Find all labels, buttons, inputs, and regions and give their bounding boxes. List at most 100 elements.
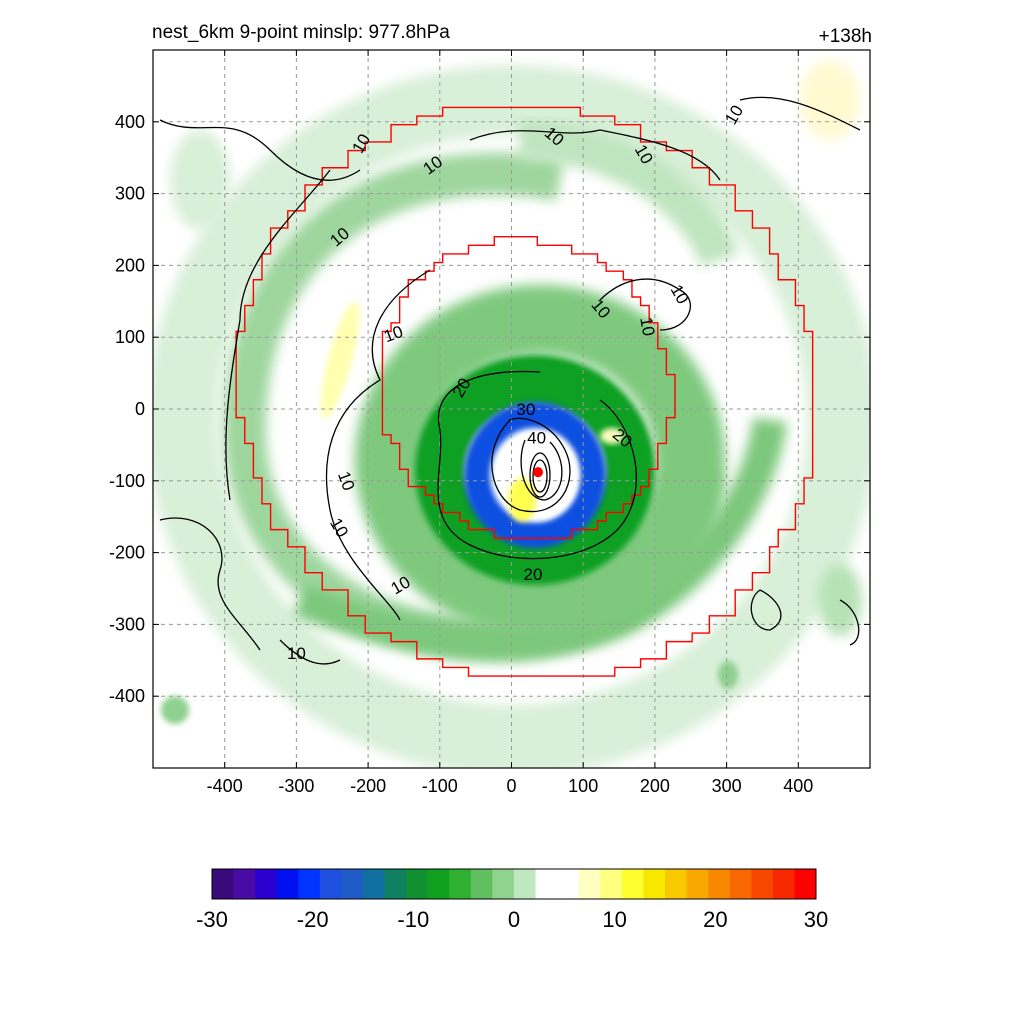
contour-label: 40 bbox=[527, 429, 546, 448]
colorbar-cell bbox=[708, 869, 731, 899]
colorbar-cell bbox=[772, 869, 795, 899]
colorbar-cell bbox=[298, 869, 321, 899]
contour-lines bbox=[159, 96, 861, 665]
contour-10-west bbox=[325, 269, 431, 621]
x-tick-label: -400 bbox=[207, 776, 243, 796]
colorbar-cell bbox=[470, 869, 493, 899]
nw-green-patch bbox=[170, 130, 230, 230]
colorbar-tick-label: 10 bbox=[602, 907, 626, 932]
contour-30 bbox=[491, 417, 571, 513]
colorbar-cell bbox=[535, 869, 558, 899]
x-tick-label: 400 bbox=[783, 776, 813, 796]
colorbar-cells bbox=[212, 869, 817, 899]
sw-green-patch bbox=[161, 696, 189, 724]
se-green-patch bbox=[718, 661, 738, 689]
colorbar-cell bbox=[621, 869, 644, 899]
contour-label: 30 bbox=[516, 400, 535, 419]
y-tick-label: -100 bbox=[109, 471, 145, 491]
contour-20 bbox=[437, 370, 637, 560]
colorbar-tick-label: -30 bbox=[196, 907, 228, 932]
colorbar-cell bbox=[319, 869, 342, 899]
colorbar-cell bbox=[427, 869, 450, 899]
x-tick-label: -100 bbox=[422, 776, 458, 796]
ne-yellow-patch bbox=[800, 60, 860, 140]
colorbar-cell bbox=[341, 869, 364, 899]
y-tick-label: 0 bbox=[135, 399, 145, 419]
colorbar-cell bbox=[384, 869, 407, 899]
colorbar-tick-label: -10 bbox=[397, 907, 429, 932]
contour-10-e bbox=[839, 599, 860, 646]
colorbar-cell bbox=[363, 869, 386, 899]
wind-shading bbox=[153, 60, 870, 768]
colorbar-frame bbox=[211, 868, 817, 900]
southern-spiral-band bbox=[293, 417, 787, 659]
y-axis: 400 300 200 100 0 -100 -200 -300 -400 bbox=[109, 112, 870, 706]
colorbar-tick-labels: -30 -20 -10 0 10 20 30 bbox=[196, 907, 828, 932]
x-tick-label: 0 bbox=[506, 776, 516, 796]
colorbar-cell bbox=[643, 869, 666, 899]
contour-label: 10 bbox=[287, 644, 306, 663]
colorbar-cell bbox=[406, 869, 429, 899]
eyewall-blue bbox=[464, 402, 606, 548]
y-tick-label: 100 bbox=[115, 327, 145, 347]
colorbar-cell bbox=[665, 869, 688, 899]
y-tick-label: -400 bbox=[109, 686, 145, 706]
colorbar-tick-label: 30 bbox=[804, 907, 828, 932]
forecast-hour-label: +138h bbox=[818, 26, 872, 47]
colorbar-cell bbox=[276, 869, 299, 899]
x-tick-label: 300 bbox=[712, 776, 742, 796]
colorbar-cell bbox=[514, 869, 537, 899]
outer-nest-boundary bbox=[235, 106, 814, 677]
contour-40 bbox=[520, 439, 563, 501]
colorbar-cell bbox=[600, 869, 623, 899]
colorbar-tick-label: -20 bbox=[297, 907, 329, 932]
y-tick-label: -300 bbox=[109, 614, 145, 634]
contour-10-nw bbox=[225, 169, 331, 501]
contour-10-se bbox=[750, 589, 782, 631]
y-tick-label: 300 bbox=[115, 184, 145, 204]
plot-title: nest_6km 9-point minslp: 977.8hPa bbox=[152, 22, 450, 43]
colorbar-cell bbox=[751, 869, 774, 899]
western-yellow-streak bbox=[320, 301, 360, 419]
colorbar-cell bbox=[794, 869, 817, 899]
colorbar-cell bbox=[255, 869, 278, 899]
colorbar-cell bbox=[449, 869, 472, 899]
colorbar-cell bbox=[578, 869, 601, 899]
colorbar-cell bbox=[729, 869, 752, 899]
contour-10-north-a bbox=[159, 119, 361, 182]
colorbar-cell bbox=[686, 869, 709, 899]
inner-ring-light bbox=[355, 285, 725, 635]
y-tick-label: -200 bbox=[109, 543, 145, 563]
northeast-yellow-patch bbox=[600, 428, 624, 444]
contour-label: 10 bbox=[636, 316, 658, 338]
x-tick-label: 200 bbox=[640, 776, 670, 796]
y-tick-label: 400 bbox=[115, 112, 145, 132]
x-tick-label: -300 bbox=[278, 776, 314, 796]
storm-center-marker bbox=[533, 467, 544, 478]
y-tick-label: 200 bbox=[115, 255, 145, 275]
colorbar-cell bbox=[233, 869, 256, 899]
contour-10-s bbox=[279, 639, 341, 665]
contour-10-north-b bbox=[469, 129, 721, 181]
eye-yellow-patch bbox=[508, 478, 536, 522]
x-axis: -400 -300 -200 -100 0 100 200 300 400 bbox=[207, 50, 813, 796]
contour-inner-2 bbox=[532, 459, 548, 493]
contour-10-far-ne bbox=[739, 96, 861, 131]
colorbar-cell bbox=[557, 869, 580, 899]
colorbar-cell bbox=[212, 869, 235, 899]
inner-nest-boundary bbox=[381, 235, 676, 539]
nest-boxes bbox=[235, 106, 814, 677]
northern-band bbox=[519, 120, 739, 268]
x-tick-label: 100 bbox=[568, 776, 598, 796]
contour-10-sw bbox=[159, 517, 261, 651]
colorbar-cell bbox=[492, 869, 515, 899]
colorbar: -30 -20 -10 0 10 20 30 bbox=[196, 868, 828, 932]
contour-inner-1 bbox=[529, 452, 551, 498]
contour-label: 20 bbox=[524, 565, 543, 584]
contour-10-ne bbox=[599, 278, 691, 331]
x-tick-label: -200 bbox=[350, 776, 386, 796]
colorbar-tick-label: 0 bbox=[508, 907, 520, 932]
colorbar-tick-label: 20 bbox=[703, 907, 727, 932]
